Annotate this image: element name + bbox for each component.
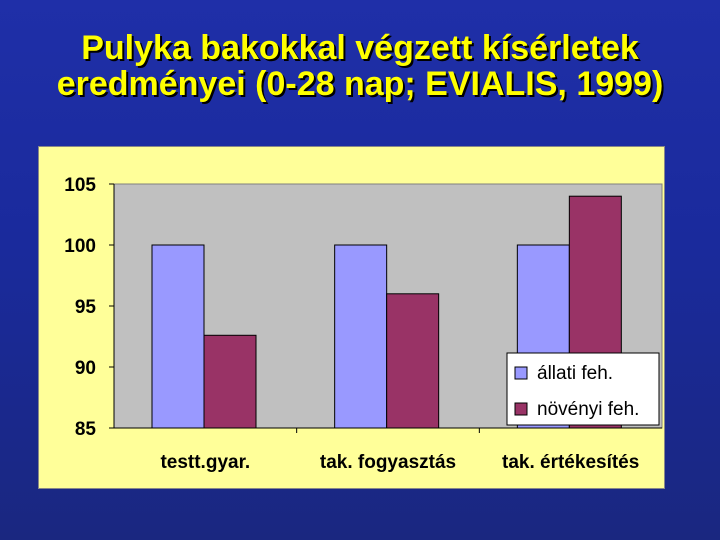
x-category-label: testt.gyar. — [160, 452, 250, 473]
legend-swatch-2 — [514, 402, 528, 416]
bar-novenyi-2 — [386, 293, 440, 429]
y-tick-label: 105 — [64, 175, 96, 196]
legend-label-1: állati feh. — [537, 363, 613, 384]
y-tick-label: 95 — [75, 297, 97, 318]
legend-box — [506, 352, 660, 426]
title-line-1: Pulyka bakokkal végzett kísérletek — [81, 29, 639, 67]
y-tick-label: 85 — [75, 419, 97, 440]
x-category-label: tak. fogyasztás — [320, 452, 456, 473]
bar-novenyi-1 — [203, 334, 257, 429]
chart-area: 85 90 95 100 105 testt.gyar. tak. fogyasztás ta… — [38, 146, 665, 489]
slide-title: Pulyka bakokkal végzett kísérletek eredm… — [0, 30, 720, 102]
bar-allati-2 — [334, 244, 388, 429]
y-tick-label: 100 — [64, 236, 96, 257]
bar-allati-1 — [151, 244, 205, 429]
title-line-2: eredményei (0-28 nap; EVIALIS, 1999) — [56, 65, 664, 103]
x-category-label: tak. értékesítés — [502, 452, 639, 473]
y-tick-label: 90 — [75, 358, 96, 379]
legend-swatch-1 — [514, 366, 528, 380]
legend-label-2: növényi feh. — [537, 399, 639, 420]
bar-chart: 85 90 95 100 105 testt.gyar. tak. fogyasztás ta… — [64, 175, 663, 473]
